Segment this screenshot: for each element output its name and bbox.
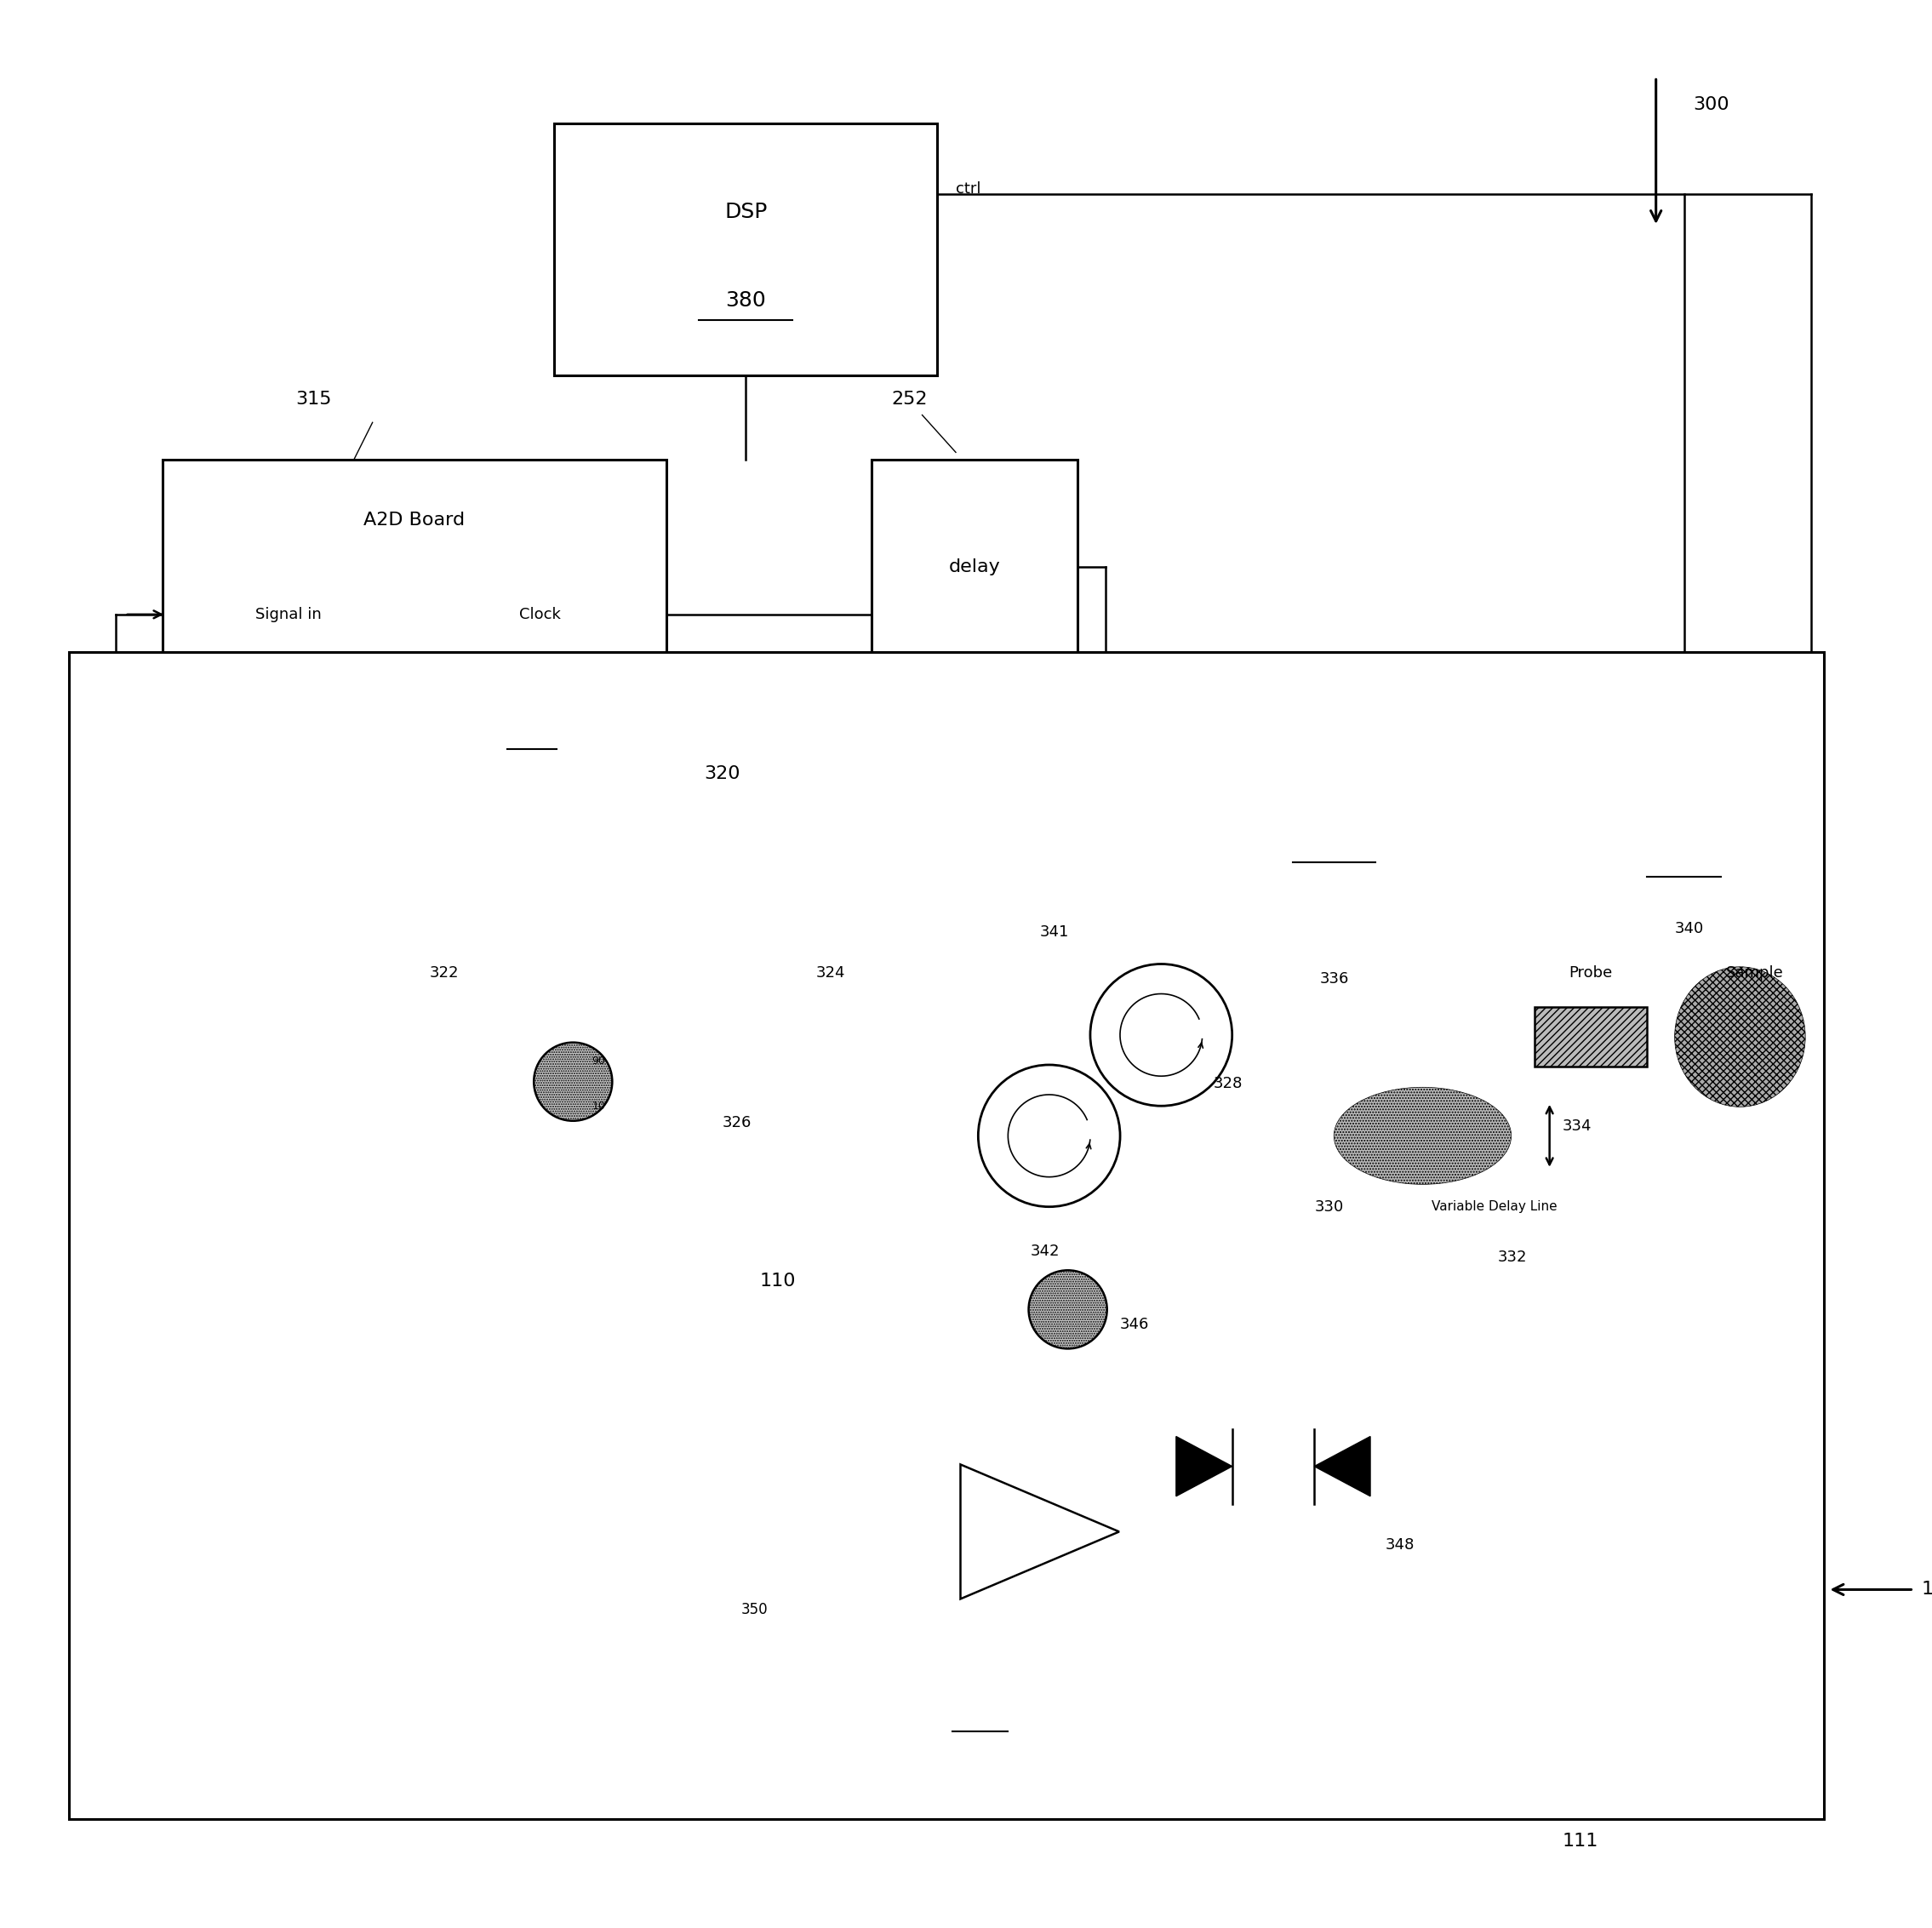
Text: A2D Board: A2D Board (363, 511, 466, 528)
Text: 252: 252 (891, 391, 927, 407)
Bar (311, 679, 1814, 1365)
Text: 328: 328 (1213, 1076, 1242, 1091)
Text: 330: 330 (1314, 1199, 1343, 1215)
Text: 100: 100 (1318, 825, 1350, 843)
Ellipse shape (1333, 1087, 1511, 1184)
Polygon shape (1314, 1436, 1370, 1496)
Text: 350: 350 (742, 1602, 769, 1618)
Text: TE: TE (1561, 1689, 1582, 1704)
Bar (1534, 1006, 1646, 1066)
Text: 326: 326 (723, 1114, 752, 1130)
Bar (70, 652, 1824, 1820)
Text: 90: 90 (591, 1057, 605, 1066)
Text: 300: 300 (1692, 96, 1729, 114)
Text: 250: 250 (1669, 844, 1698, 860)
Text: | Optoelectronic package: | Optoelectronic package (663, 1739, 860, 1754)
Text: 340: 340 (1675, 922, 1704, 937)
Bar (1105, 684, 1563, 898)
Bar (554, 123, 937, 376)
Text: 110: 110 (759, 1272, 796, 1290)
Bar (647, 1338, 1814, 1776)
Text: 315: 315 (296, 391, 332, 407)
Text: Clock: Clock (520, 607, 560, 623)
Text: 10: 10 (1920, 1581, 1932, 1598)
Text: 320: 320 (703, 765, 740, 783)
Text: DSP: DSP (724, 202, 767, 222)
Bar (1563, 684, 1804, 898)
Text: 334: 334 (1563, 1118, 1592, 1134)
Polygon shape (960, 1465, 1119, 1598)
Text: 324: 324 (815, 966, 844, 981)
Text: Interferometer: Interferometer (340, 700, 468, 717)
Bar (162, 459, 667, 675)
Text: 50: 50 (518, 700, 539, 717)
Ellipse shape (533, 1043, 612, 1120)
Bar (1497, 1647, 1646, 1749)
Bar (871, 459, 1078, 675)
Text: Probe: Probe (1569, 966, 1613, 981)
Text: 342: 342 (1030, 1244, 1061, 1259)
Text: | Optoelectronic package: | Optoelectronic package (663, 1739, 860, 1754)
Text: 10: 10 (591, 1101, 605, 1111)
Text: delay: delay (949, 559, 1001, 576)
Text: ctrl: ctrl (956, 181, 981, 197)
Text: 348: 348 (1385, 1537, 1414, 1552)
Polygon shape (1177, 1436, 1233, 1496)
Text: module: module (1656, 783, 1712, 798)
Text: 322: 322 (429, 966, 458, 981)
Text: Variable Delay Line: Variable Delay Line (1432, 1201, 1557, 1213)
Ellipse shape (1028, 1271, 1107, 1350)
Ellipse shape (1675, 966, 1804, 1107)
Text: 332: 332 (1497, 1249, 1526, 1265)
Text: 380: 380 (724, 289, 767, 310)
Text: Sample: Sample (1725, 966, 1783, 981)
Bar (732, 1375, 1665, 1637)
Text: 111: 111 (1563, 1832, 1598, 1849)
Text: Balanced Receiver: Balanced Receiver (1339, 1419, 1470, 1434)
Text: K-clock: K-clock (1658, 736, 1710, 752)
Text: 200: 200 (962, 1739, 991, 1754)
Text: 346: 346 (1121, 1317, 1150, 1332)
Text: 341: 341 (1039, 925, 1068, 941)
Text: 336: 336 (1320, 972, 1349, 987)
Text: Signal in: Signal in (255, 607, 321, 623)
Text: Swept source: Swept source (1277, 744, 1389, 762)
